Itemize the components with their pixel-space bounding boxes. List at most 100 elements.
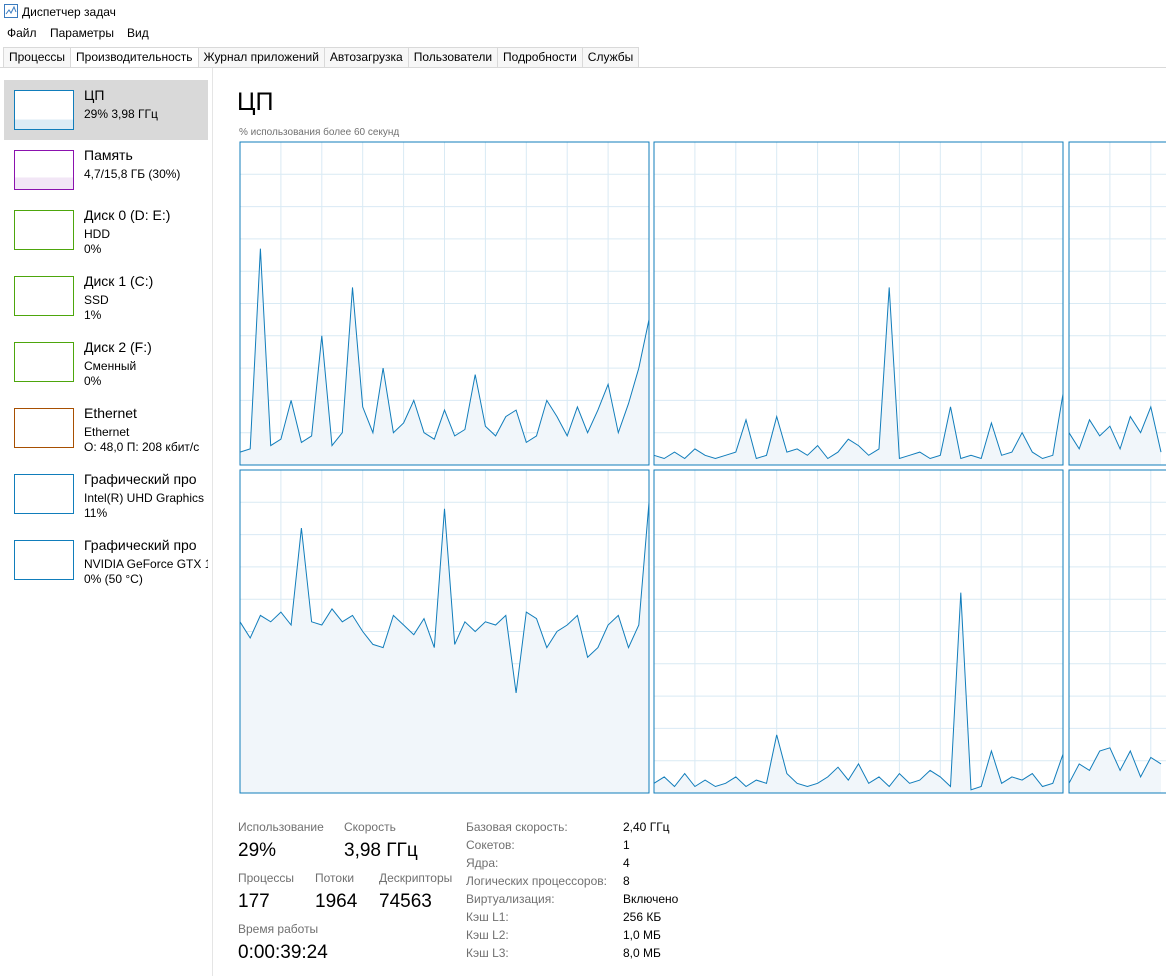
detail-value: 2,40 ГГц bbox=[623, 820, 670, 834]
main-subtitle: % использования более 60 секунд bbox=[239, 127, 400, 138]
detail-value: Включено bbox=[623, 892, 679, 906]
item-name: Диск 2 (F:) bbox=[84, 339, 152, 355]
thumbnail bbox=[14, 150, 74, 190]
stat-label: Потоки bbox=[315, 871, 355, 885]
tab[interactable]: Производительность bbox=[70, 47, 199, 68]
stat-value: 3,98 ГГц bbox=[344, 840, 418, 861]
detail-label: Сокетов: bbox=[466, 838, 515, 852]
stat-value: 1964 bbox=[315, 891, 358, 912]
tab-line bbox=[0, 67, 1166, 68]
graph-line bbox=[1068, 405, 1162, 453]
detail-label: Кэш L3: bbox=[466, 946, 509, 960]
item-detail: О: 48,0 П: 208 кбит/с bbox=[84, 440, 200, 454]
graph-line bbox=[239, 502, 650, 693]
item-detail: Ethernet bbox=[84, 425, 130, 439]
item-name: Диск 1 (C:) bbox=[84, 273, 154, 289]
window-title: Диспетчер задач bbox=[22, 5, 116, 19]
graph-border bbox=[239, 141, 650, 466]
detail-value: 1,0 МБ bbox=[623, 928, 661, 942]
app-icon bbox=[4, 4, 18, 18]
tab[interactable]: Автозагрузка bbox=[323, 47, 409, 68]
graph-area bbox=[1069, 406, 1162, 465]
stat-value: 29% bbox=[238, 840, 277, 861]
stat-value: 74563 bbox=[379, 891, 432, 912]
item-detail: 4,7/15,8 ГБ (30%) bbox=[84, 167, 181, 181]
graph-area bbox=[654, 287, 1063, 465]
stat-label: Время работы bbox=[238, 922, 319, 936]
sidebar-item[interactable]: Диск 0 (D: E:) HDD 0% bbox=[4, 200, 208, 260]
menu-bar: Файл Параметры Вид bbox=[0, 20, 1166, 42]
item-name: Ethernet bbox=[84, 405, 137, 421]
detail-value: 4 bbox=[623, 856, 630, 870]
thumbnail bbox=[14, 540, 74, 580]
graph-area bbox=[240, 248, 649, 465]
graph-border bbox=[653, 141, 1064, 466]
separator bbox=[212, 68, 213, 976]
item-detail: 29% 3,98 ГГц bbox=[84, 107, 158, 121]
item-detail: 0% bbox=[84, 242, 102, 256]
sidebar-item[interactable]: Память 4,7/15,8 ГБ (30%) bbox=[4, 140, 208, 200]
detail-label: Ядра: bbox=[466, 856, 499, 870]
menu-item[interactable]: Вид bbox=[127, 26, 149, 40]
detail-value: 1 bbox=[623, 838, 630, 852]
thumbnail bbox=[14, 474, 74, 514]
item-detail: HDD bbox=[84, 227, 110, 241]
sidebar-item[interactable]: Ethernet Ethernet О: 48,0 П: 208 кбит/с bbox=[4, 398, 208, 458]
graph-line bbox=[653, 287, 1064, 460]
graphs bbox=[239, 141, 1166, 794]
detail-label: Кэш L1: bbox=[466, 910, 509, 924]
stat-value: 0:00:39:24 bbox=[238, 942, 328, 963]
item-detail: Сменный bbox=[84, 359, 137, 373]
graph-border bbox=[653, 469, 1064, 794]
graph-line bbox=[239, 248, 650, 453]
menu-item[interactable]: Параметры bbox=[50, 26, 114, 40]
detail-label: Базовая скорость: bbox=[466, 820, 568, 834]
item-detail: 0% (50 °C) bbox=[84, 572, 143, 586]
detail-value: 256 КБ bbox=[623, 910, 662, 924]
tab[interactable]: Подробности bbox=[497, 47, 583, 68]
graph-border bbox=[239, 469, 650, 794]
tab[interactable]: Процессы bbox=[3, 47, 72, 68]
item-name: ЦП bbox=[84, 87, 105, 103]
stat-label: Процессы bbox=[238, 871, 295, 885]
item-detail: 1% bbox=[84, 308, 102, 322]
detail-value: 8 bbox=[623, 874, 630, 888]
item-name: Графический про bbox=[84, 471, 197, 487]
stat-value: 177 bbox=[238, 891, 270, 912]
tab[interactable]: Журнал приложений bbox=[197, 47, 325, 68]
graph-line bbox=[1068, 747, 1162, 784]
item-detail: SSD bbox=[84, 293, 109, 307]
detail-label: Логических процессоров: bbox=[466, 874, 607, 888]
item-name: Диск 0 (D: E:) bbox=[84, 207, 171, 223]
stat-label: Использование bbox=[238, 820, 324, 834]
thumbnail bbox=[14, 276, 74, 316]
thumbnail bbox=[14, 90, 74, 130]
item-detail: 11% bbox=[84, 506, 108, 520]
item-name: Память bbox=[84, 147, 133, 163]
detail-label: Виртуализация: bbox=[466, 892, 555, 906]
item-detail: Intel(R) UHD Graphics 63 bbox=[84, 491, 208, 505]
main-title: ЦП bbox=[237, 88, 274, 116]
sidebar-item[interactable]: ЦП 29% 3,98 ГГц bbox=[4, 80, 208, 140]
menu-item[interactable]: Файл bbox=[7, 26, 37, 40]
tab[interactable]: Службы bbox=[581, 47, 640, 68]
sidebar-item[interactable]: Графический про NVIDIA GeForce GTX 1650% … bbox=[4, 530, 208, 590]
detail-value: 8,0 МБ bbox=[623, 946, 661, 960]
graph-border bbox=[1068, 141, 1166, 466]
graph-line bbox=[653, 592, 1064, 791]
graph-area bbox=[654, 592, 1063, 793]
thumbnail bbox=[14, 408, 74, 448]
stat-label: Скорость bbox=[344, 820, 396, 834]
sidebar-item[interactable]: Диск 2 (F:) Сменный 0% bbox=[4, 332, 208, 392]
sidebar-item[interactable]: Диск 1 (C:) SSD 1% bbox=[4, 266, 208, 326]
sidebar-item[interactable]: Графический про Intel(R) UHD Graphics 63 1… bbox=[4, 464, 208, 524]
graph-area bbox=[240, 502, 649, 793]
detail-label: Кэш L2: bbox=[466, 928, 509, 942]
thumbnail bbox=[14, 342, 74, 382]
thumbnail bbox=[14, 210, 74, 250]
tab[interactable]: Пользователи bbox=[407, 47, 499, 68]
stat-label: Дескрипторы bbox=[379, 871, 453, 885]
item-name: Графический про bbox=[84, 537, 197, 553]
item-detail: NVIDIA GeForce GTX 165 bbox=[84, 557, 208, 571]
